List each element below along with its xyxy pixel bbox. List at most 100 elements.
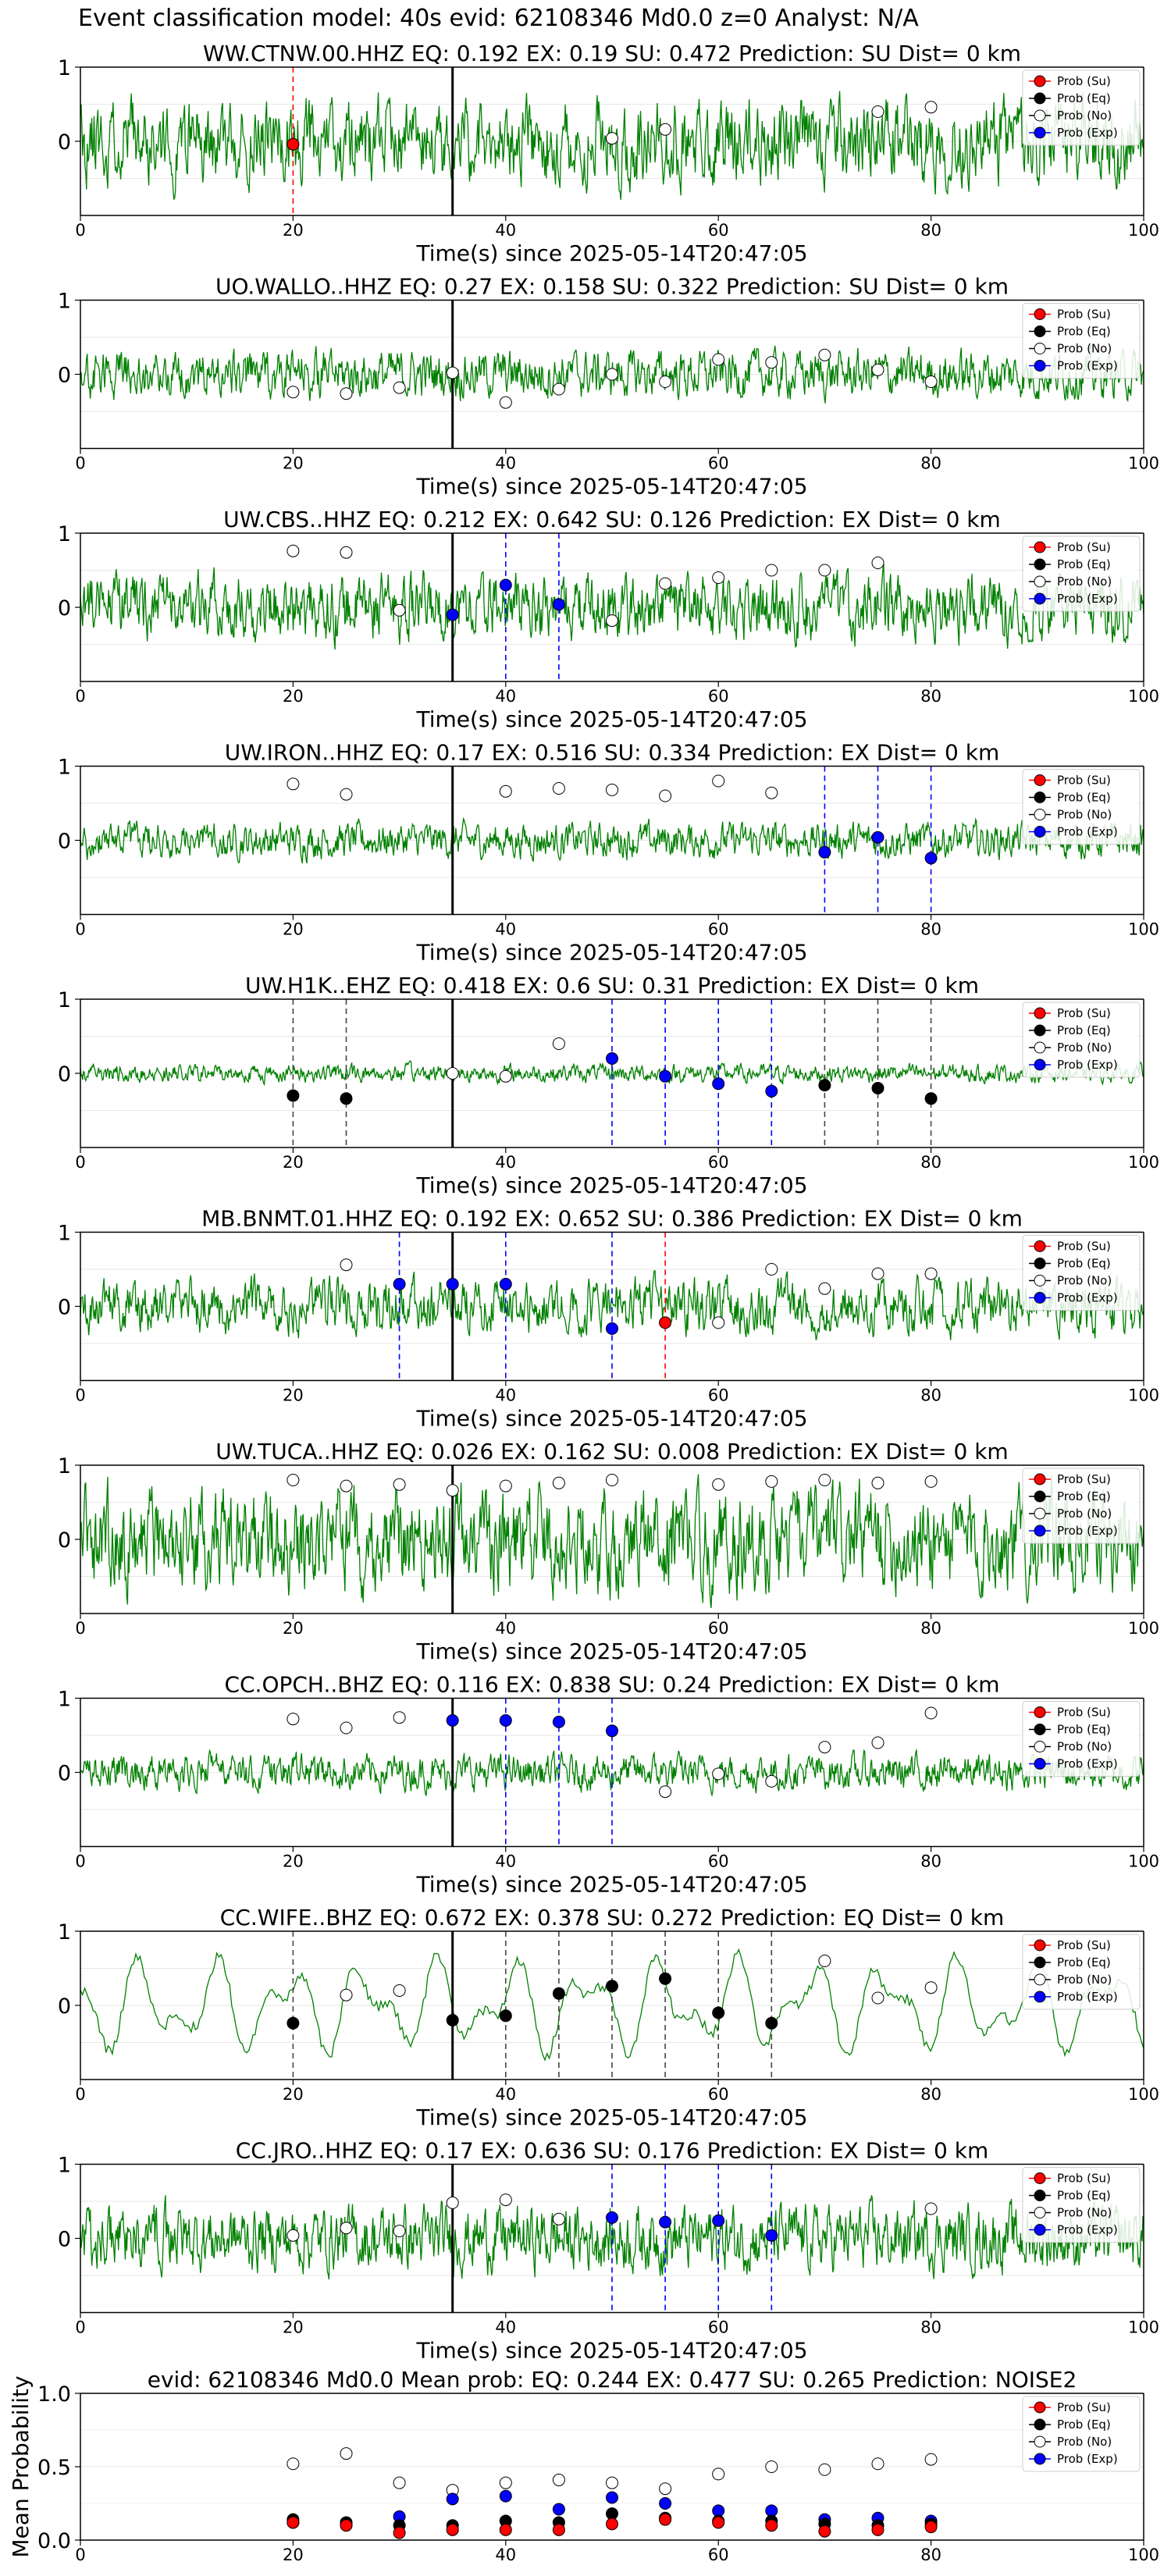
mean-point-su <box>606 2517 618 2531</box>
y-tick-label: 1 <box>58 1920 71 1944</box>
prob-point-exp <box>659 1069 672 1083</box>
x-tick-label: 40 <box>495 221 516 240</box>
x-tick-label: 0 <box>75 1619 85 1638</box>
legend-marker-eq <box>1034 1724 1046 1735</box>
prob-point-no <box>552 2212 565 2226</box>
prob-point-no <box>871 1736 884 1749</box>
prob-point-no <box>340 1721 353 1735</box>
mean-point-su <box>924 2521 938 2534</box>
y-tick-label: 0 <box>58 1062 71 1087</box>
x-tick-label: 60 <box>708 221 729 240</box>
prob-point-no <box>818 1741 831 1754</box>
prob-point-exp <box>393 1278 406 1290</box>
x-tick-label: 20 <box>283 2546 304 2564</box>
prob-point-exp <box>499 578 512 592</box>
x-tick-label: 80 <box>920 454 941 473</box>
prob-point-eq <box>287 1089 300 1102</box>
prob-point-eq <box>712 2006 725 2019</box>
legend-label: Prob (Exp) <box>1057 592 1118 606</box>
legend-marker-su <box>1034 541 1046 553</box>
legend-label: Prob (No) <box>1057 1041 1112 1055</box>
x-tick-label: 80 <box>920 1619 941 1638</box>
panel-title: WW.CTNW.00.HHZ EQ: 0.192 EX: 0.19 SU: 0.… <box>203 41 1021 66</box>
mean-point-su <box>287 2516 300 2529</box>
legend-box <box>1022 1701 1141 1777</box>
panel-title: CC.WIFE..BHZ EQ: 0.672 EX: 0.378 SU: 0.2… <box>220 1905 1004 1930</box>
mean-point-no <box>765 2460 778 2473</box>
legend-label: Prob (Eq) <box>1057 1723 1111 1737</box>
prob-point-no <box>871 1267 884 1280</box>
x-tick-label: 40 <box>495 2318 516 2337</box>
x-tick-label: 80 <box>920 221 941 240</box>
prob-point-no <box>393 1478 406 1491</box>
legend-marker-su <box>1034 774 1046 786</box>
waveform-panel: CC.WIFE..BHZ EQ: 0.672 EX: 0.378 SU: 0.2… <box>58 1905 1159 2130</box>
mean-point-su <box>818 2524 831 2538</box>
x-tick-label: 60 <box>708 2318 729 2337</box>
prob-point-no <box>818 1474 831 1486</box>
prob-point-eq <box>499 2009 512 2023</box>
x-axis-label: Time(s) since 2025-05-14T20:47:05 <box>415 1872 807 1898</box>
panel-title: CC.JRO..HHZ EQ: 0.17 EX: 0.636 SU: 0.176… <box>236 2138 989 2164</box>
legend-label: Prob (Exp) <box>1057 825 1118 839</box>
legend-marker-exp <box>1034 1525 1046 1537</box>
legend-label: Prob (Exp) <box>1057 1524 1118 1538</box>
x-tick-label: 100 <box>1128 2318 1159 2337</box>
legend-label: Prob (Su) <box>1057 540 1111 554</box>
x-tick-label: 20 <box>283 454 304 473</box>
prob-point-exp <box>446 1278 459 1290</box>
panel-title: UW.CBS..HHZ EQ: 0.212 EX: 0.642 SU: 0.12… <box>223 507 1001 532</box>
prob-point-no <box>340 788 353 801</box>
y-tick-label: 1 <box>58 2154 71 2178</box>
legend-marker-no <box>1034 1973 1046 1986</box>
x-tick-label: 0 <box>75 454 85 473</box>
y-tick-label: 1 <box>58 1688 71 1712</box>
x-tick-label: 40 <box>495 920 516 939</box>
prob-point-exp <box>871 831 884 844</box>
legend-label: Prob (Eq) <box>1057 791 1111 805</box>
mean-point-no <box>712 2467 725 2481</box>
y-tick-label: 1 <box>58 1454 71 1478</box>
x-tick-label: 40 <box>495 2085 516 2104</box>
legend-marker-exp <box>1034 126 1046 139</box>
x-axis-label: Time(s) since 2025-05-14T20:47:05 <box>415 1172 807 1198</box>
x-tick-label: 100 <box>1128 2085 1159 2104</box>
legend-marker-eq <box>1034 2418 1046 2431</box>
y-tick-label: 0 <box>58 130 71 155</box>
mean-point-no <box>499 2476 512 2489</box>
legend-marker-exp <box>1034 1758 1046 1770</box>
x-tick-label: 40 <box>495 1852 516 1871</box>
prob-point-no <box>552 1037 565 1050</box>
prob-point-no <box>871 1991 884 2005</box>
legend-label: Prob (No) <box>1057 1274 1112 1288</box>
waveform-trace <box>80 564 1144 650</box>
legend-label: Prob (Exp) <box>1057 1990 1118 2004</box>
x-tick-label: 100 <box>1128 1619 1159 1638</box>
prob-point-no <box>393 2225 406 2237</box>
prob-point-no <box>499 1069 512 1083</box>
prob-point-no <box>924 2202 938 2215</box>
waveform-trace <box>80 91 1144 201</box>
mean-point-su <box>446 2523 459 2536</box>
x-tick-label: 80 <box>920 920 941 939</box>
prob-point-no <box>340 1479 353 1493</box>
prob-point-no <box>924 101 938 114</box>
x-axis-label: Time(s) since 2025-05-14T20:47:05 <box>415 706 807 732</box>
prob-point-exp <box>552 1715 565 1728</box>
prob-point-no <box>765 1475 778 1488</box>
x-tick-label: 100 <box>1128 920 1159 939</box>
x-tick-label: 60 <box>708 454 729 473</box>
legend-label: Prob (Eq) <box>1057 2189 1111 2203</box>
prob-point-exp <box>765 2229 778 2242</box>
prob-point-no <box>552 382 565 396</box>
x-tick-label: 0 <box>75 1153 85 1172</box>
prob-point-no <box>871 363 884 376</box>
legend-label: Prob (No) <box>1057 2206 1112 2220</box>
legend-marker-eq <box>1034 558 1046 571</box>
waveform-panel: CC.JRO..HHZ EQ: 0.17 EX: 0.636 SU: 0.176… <box>58 2138 1159 2364</box>
prob-point-eq <box>287 2016 300 2030</box>
x-tick-label: 0 <box>75 687 85 706</box>
prob-point-no <box>287 1474 300 1486</box>
mean-point-no <box>871 2457 884 2471</box>
waveform-panel: MB.BNMT.01.HHZ EQ: 0.192 EX: 0.652 SU: 0… <box>58 1206 1159 1432</box>
